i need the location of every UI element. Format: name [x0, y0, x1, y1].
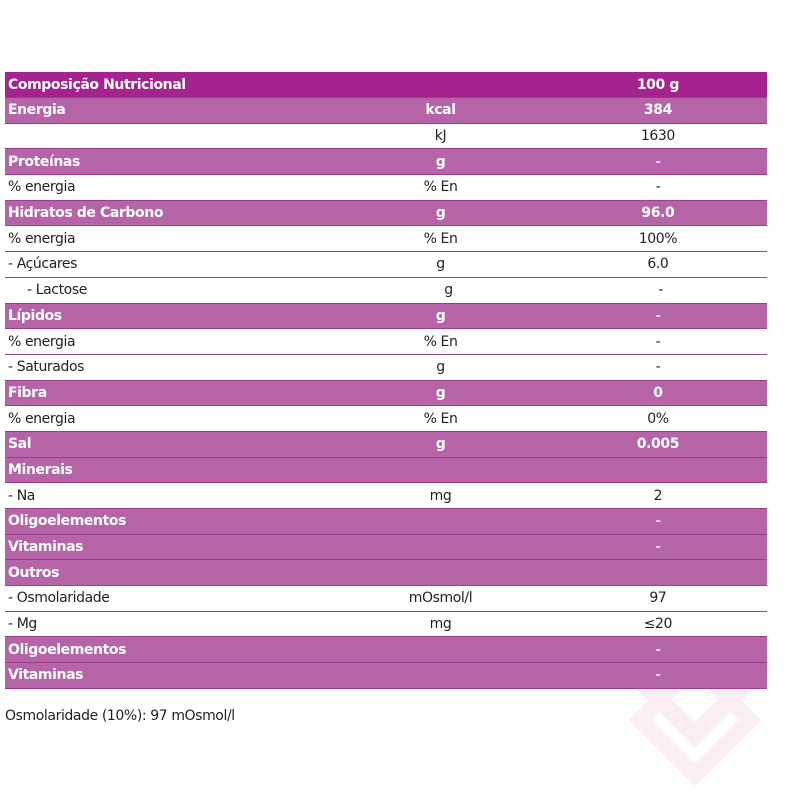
table-section-row: Energia kcal 384 [5, 98, 767, 124]
table-header-row: Composição Nutricional 100 g [5, 72, 767, 98]
table-row: - Saturados g - [5, 354, 767, 381]
row-label: Oligoelementos [8, 513, 127, 530]
table-row: - Mg mg ≤20 [5, 611, 767, 638]
row-label: Lípidos [8, 307, 62, 324]
osmolarity-footnote: Osmolaridade (10%): 97 mOsmol/l [5, 708, 235, 724]
row-label: % energia [8, 179, 76, 196]
row-label: - Osmolaridade [8, 590, 110, 607]
row-value: 0.005 [636, 436, 680, 453]
table-row: - Açúcares g 6.0 [5, 252, 767, 278]
row-unit: kJ [434, 128, 447, 145]
row-value: - [655, 307, 661, 324]
row-label: % energia [8, 333, 76, 350]
row-label: Hidratos de Carbono [8, 205, 164, 222]
row-value: - [655, 359, 661, 376]
table-row: % energia % En - [5, 329, 767, 355]
row-unit: % En [423, 230, 458, 247]
table-section-row: Hidratos de Carbono g 96.0 [5, 200, 767, 227]
row-unit: % En [423, 179, 458, 196]
row-value: - [655, 539, 661, 556]
row-label: - Mg [8, 616, 37, 633]
row-label: % energia [8, 230, 76, 247]
row-unit: mOsmol/l [408, 590, 473, 607]
row-label: Vitaminas [8, 539, 84, 556]
table-section-row: Outros [5, 560, 767, 587]
row-value: - [655, 513, 661, 530]
header-label: Composição Nutricional [8, 76, 186, 93]
table-row: - Na mg 2 [5, 483, 767, 509]
row-unit: g [435, 384, 446, 401]
row-unit: mg [429, 487, 452, 504]
row-unit: g [435, 153, 446, 170]
table-row: - Lactose g - [5, 277, 767, 304]
nutrition-table: Composição Nutricional 100 g Energia kcal… [5, 72, 767, 689]
row-value: ≤20 [643, 616, 673, 633]
row-value: - [655, 153, 661, 170]
row-label: Fibra [8, 384, 47, 401]
table-section-row: Sal g 0.005 [5, 431, 767, 458]
table-section-row: Fibra g 0 [5, 380, 767, 407]
table-section-row: Proteínas g - [5, 149, 767, 176]
row-value: 0% [647, 410, 669, 427]
table-section-row: Minerais [5, 457, 767, 484]
row-label: - Saturados [8, 359, 85, 376]
row-value: 6.0 [647, 256, 669, 273]
header-value: 100 g [636, 76, 680, 93]
row-value: - [655, 667, 661, 684]
row-unit: % En [423, 410, 458, 427]
table-section-row: Oligoelementos - [5, 509, 767, 535]
row-label: Sal [8, 436, 32, 453]
row-label: Energia [8, 102, 66, 119]
row-unit: g [436, 359, 445, 376]
row-label: Minerais [8, 461, 73, 478]
row-label: Outros [8, 564, 60, 581]
table-section-row: Oligoelementos - [5, 637, 767, 664]
row-label: % energia [8, 410, 76, 427]
row-value: 96.0 [641, 205, 675, 222]
table-row: kJ 1630 [5, 123, 767, 150]
table-row: - Osmolaridade mOsmol/l 97 [5, 586, 767, 612]
row-value: - [655, 179, 661, 196]
row-unit: g [435, 307, 446, 324]
row-value: 100% [638, 230, 678, 247]
row-unit: g [436, 256, 445, 273]
row-unit: g [444, 282, 453, 299]
row-value: 0 [653, 384, 663, 401]
row-label: Vitaminas [8, 667, 84, 684]
row-unit: g [435, 205, 446, 222]
row-label: - Lactose [27, 282, 87, 299]
row-value: - [658, 282, 663, 299]
row-value: 384 [643, 102, 672, 119]
row-value: 1630 [640, 128, 675, 145]
table-section-row: Lípidos g - [5, 303, 767, 330]
table-row: % energia % En - [5, 175, 767, 201]
row-label: - Na [8, 487, 35, 504]
table-section-row: Vitaminas - [5, 534, 767, 561]
row-unit: mg [429, 616, 452, 633]
row-value: - [655, 641, 661, 658]
row-label: - Açúcares [8, 256, 78, 273]
row-value: 2 [653, 487, 663, 504]
row-label: Proteínas [8, 153, 80, 170]
row-unit: kcal [425, 102, 456, 119]
table-section-row: Vitaminas - [5, 663, 767, 689]
table-row: % energia % En 100% [5, 226, 767, 253]
row-value: - [655, 333, 661, 350]
table-row: % energia % En 0% [5, 406, 767, 432]
row-label: Oligoelementos [8, 641, 127, 658]
row-value: 97 [649, 590, 667, 607]
row-unit: % En [423, 333, 458, 350]
row-unit: g [435, 436, 446, 453]
